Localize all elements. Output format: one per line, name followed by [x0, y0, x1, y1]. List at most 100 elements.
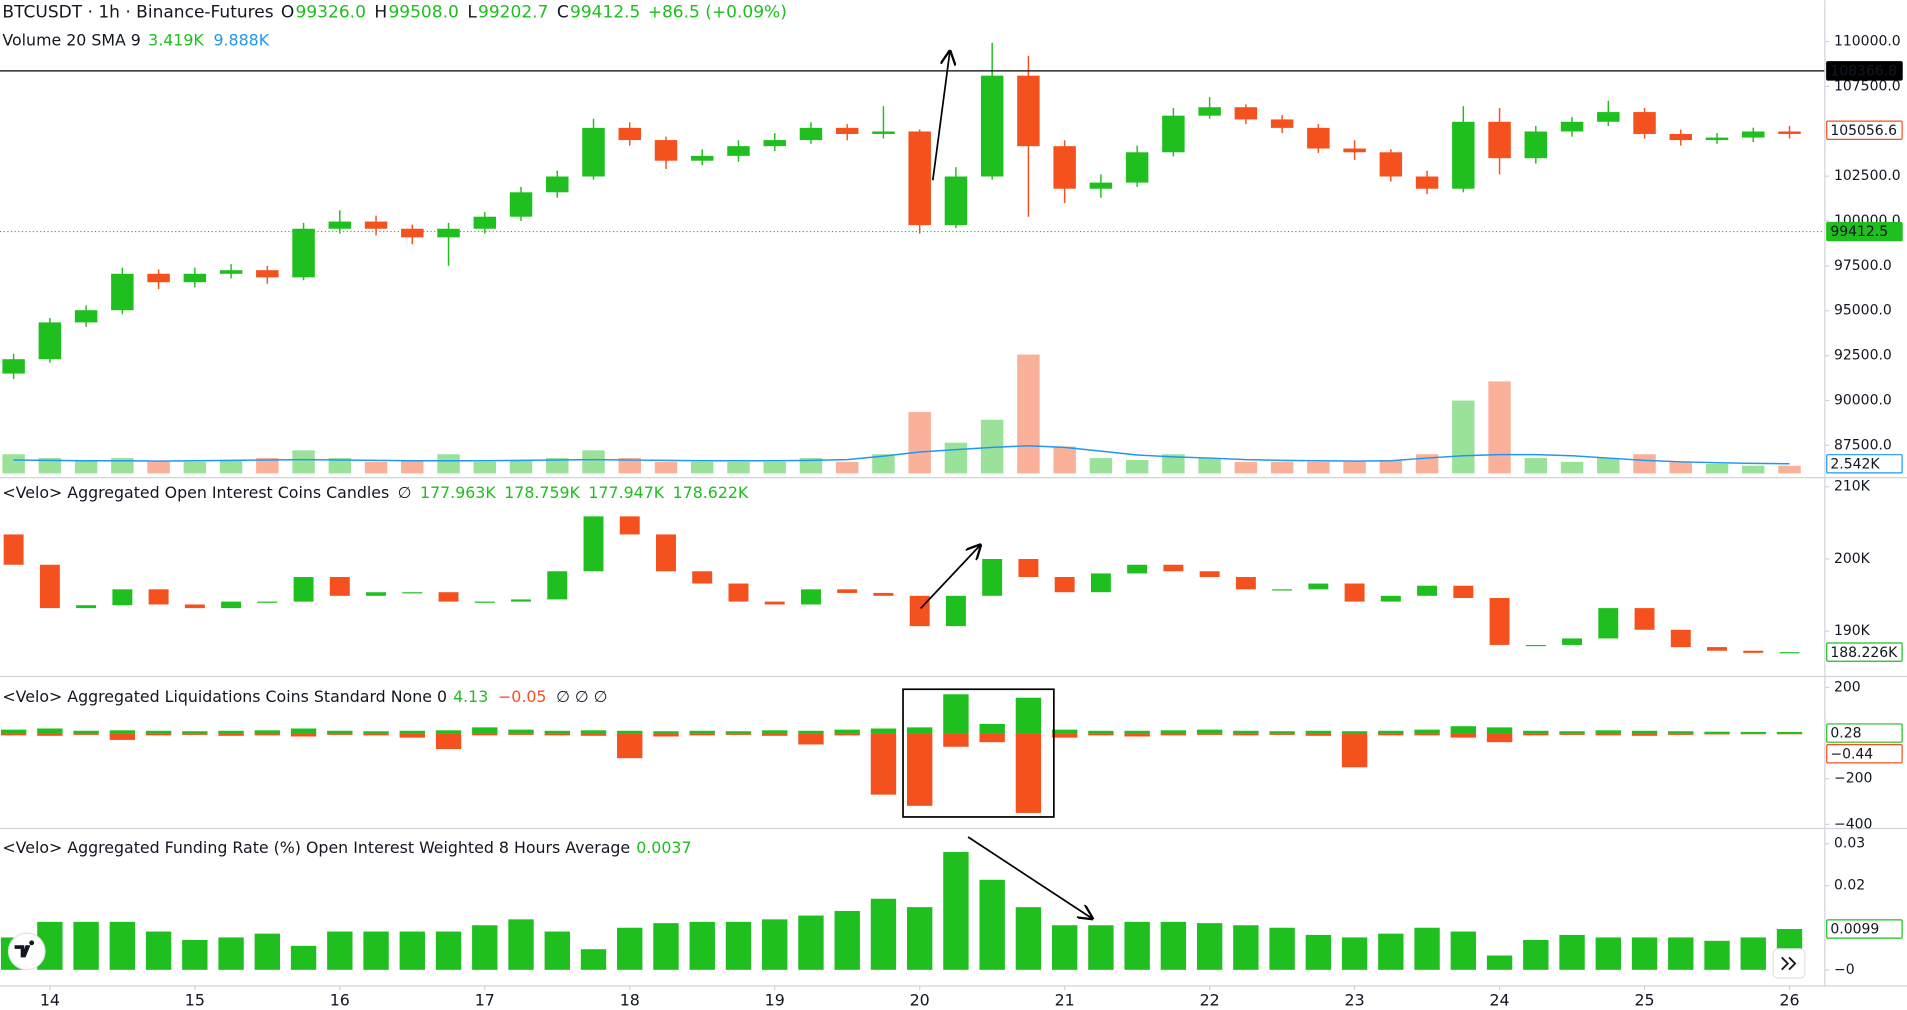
annotation-arrow	[967, 836, 1092, 918]
x-tick-label: 15	[185, 991, 205, 1010]
candle-body	[873, 592, 894, 596]
bar	[1776, 731, 1803, 734]
legend-item: 99326.0	[296, 2, 366, 22]
bar	[1269, 927, 1295, 970]
volume-bar	[799, 458, 823, 474]
legend-item: <Velo> Aggregated Open Interest Coins Ca…	[2, 482, 389, 501]
bar	[1305, 730, 1332, 734]
candle-body	[1525, 644, 1546, 647]
bar	[907, 907, 933, 970]
volume-bar	[1017, 354, 1040, 474]
bar	[363, 731, 389, 734]
price-label-text: 99412.5	[1830, 224, 1888, 240]
bar	[218, 733, 244, 736]
bar	[580, 733, 607, 736]
candle-body	[511, 599, 531, 602]
candle-body	[909, 595, 930, 627]
candle-body	[1452, 121, 1475, 189]
bar	[399, 733, 425, 738]
bar	[580, 730, 607, 734]
bar	[979, 879, 1005, 970]
legend-item: C	[557, 2, 569, 22]
bar	[435, 733, 462, 750]
candle-body	[1705, 137, 1729, 141]
price-label: 99412.5	[1826, 221, 1903, 242]
candle-body	[256, 270, 279, 278]
candle-body	[76, 605, 97, 609]
layer	[0, 42, 1803, 970]
bar	[907, 733, 933, 806]
candle-body	[1742, 131, 1765, 138]
candle-body	[944, 176, 968, 226]
bar	[689, 730, 715, 734]
candle-body	[3, 534, 24, 565]
pane-legend: Volume 20 SMA 9 3.419K 9.888K	[2, 30, 269, 49]
volume-bar	[872, 454, 895, 474]
candle-body	[764, 601, 785, 605]
candle-body	[1562, 638, 1583, 645]
bar	[1015, 733, 1042, 813]
volume-bar	[980, 419, 1004, 474]
price-label-text: 0.0099	[1830, 922, 1879, 938]
bar	[37, 733, 63, 736]
x-tick-label: 20	[910, 991, 930, 1010]
candle-body	[1489, 597, 1510, 645]
candle-body	[763, 140, 786, 147]
bar	[617, 733, 643, 759]
candle-body	[799, 127, 823, 141]
x-tick-label: 16	[330, 991, 350, 1010]
bar	[979, 733, 1005, 743]
x-tick-label: 14	[40, 991, 60, 1010]
candle-body	[837, 589, 858, 593]
bar	[1559, 733, 1585, 735]
bar	[1414, 927, 1440, 970]
bar	[1015, 697, 1042, 734]
candle-body	[800, 589, 821, 605]
price-label: 2.542K	[1826, 454, 1903, 474]
y-tick-label: 200	[1834, 679, 1861, 695]
candle-body	[1308, 583, 1329, 590]
bar	[1378, 733, 1404, 736]
legend-item: +86.5 (+0.09%)	[648, 2, 787, 22]
price-label: 105056.6	[1826, 120, 1903, 140]
legend-item: H	[374, 2, 387, 22]
candle-body	[1307, 127, 1330, 149]
bar	[1450, 931, 1477, 970]
scroll-to-end-button[interactable]	[1772, 948, 1806, 979]
legend-item: O	[281, 2, 294, 22]
pane-legend: <Velo> Aggregated Liquidations Coins Sta…	[2, 687, 607, 706]
candle-body	[1018, 558, 1039, 578]
y-tick-label: 110000.0	[1834, 34, 1901, 50]
price-label-box	[1826, 221, 1903, 242]
candle-body	[728, 583, 749, 602]
bar	[218, 730, 244, 734]
volume-bar	[292, 450, 315, 474]
candle-body	[1380, 595, 1401, 602]
legend-item: ∅	[398, 482, 412, 501]
volume-bar	[219, 459, 243, 474]
candle-body	[1779, 652, 1800, 654]
bar	[725, 921, 752, 970]
bar	[1088, 925, 1114, 970]
volume-bar	[1524, 458, 1548, 474]
price-label: 108366.8	[1826, 61, 1903, 81]
bar	[653, 731, 679, 734]
candle-body	[1270, 119, 1294, 128]
candle-body	[1417, 585, 1438, 596]
annotation-box	[902, 688, 1055, 818]
bar	[1196, 729, 1223, 734]
bar	[1523, 733, 1549, 736]
bar	[1414, 729, 1440, 734]
candle-body	[1090, 573, 1111, 593]
volume-bar	[1307, 461, 1330, 474]
bar	[1486, 733, 1513, 743]
bar	[617, 927, 643, 970]
candle-body	[148, 589, 169, 605]
legend-item: 99412.5	[570, 2, 640, 22]
candle-body	[1560, 121, 1584, 132]
price-label: 0.0099	[1826, 919, 1903, 939]
bar	[182, 733, 208, 735]
bar	[1196, 733, 1223, 735]
bar	[798, 733, 824, 745]
pane-legend: <Velo> Aggregated Open Interest Coins Ca…	[2, 482, 749, 501]
